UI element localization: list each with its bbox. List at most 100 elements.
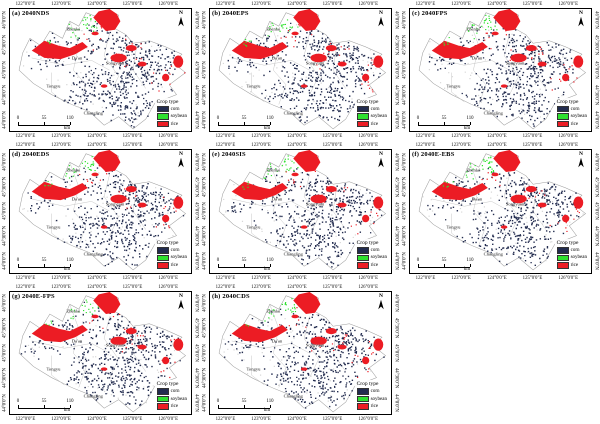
city-label: Zhenlai: [266, 308, 281, 314]
lat-tick-label: 45°30'0"N: [2, 176, 7, 197]
lat-tick-label: 46°0'0"N: [202, 294, 207, 312]
crop-map: [418, 150, 586, 271]
legend-label: soybean: [370, 255, 387, 261]
lat-tick-label: 45°30'0"N: [193, 35, 199, 56]
city-label: Songyuan: [305, 342, 325, 348]
city-label: Changling: [283, 251, 303, 257]
lon-tick-label: 124°0'0"E: [86, 275, 107, 281]
scale-bar-tick-label: 0: [216, 398, 220, 404]
lon-tick-label: 122°0'0"E: [215, 284, 236, 290]
scale-bar-labels: 0 55 110: [16, 398, 80, 405]
lat-tick-label: 45°0'0"N: [193, 202, 199, 221]
legend-items: corn soybean rice: [556, 247, 587, 269]
lon-tick-label: 126°0'0"E: [358, 275, 379, 281]
lon-tick-label: 124°0'0"E: [86, 284, 107, 290]
city-label: Changling: [483, 251, 503, 257]
legend-label: rice: [370, 121, 379, 127]
legend-row: rice: [556, 262, 587, 269]
scale-bar-line: [18, 263, 71, 268]
scale-bar-tick: [470, 122, 471, 126]
map-frame: (e) 2040SIS N Zhenlai Da'an Songyuan Tongyu…: [209, 149, 392, 274]
scale-bar-tick-label: 0: [16, 398, 20, 404]
lon-tick-label: 123°0'0"E: [451, 2, 471, 7]
scale-bar-line: [218, 404, 271, 409]
north-label: N: [579, 10, 583, 16]
legend-row: corn: [156, 247, 187, 254]
legend-title: Crop type: [156, 381, 179, 388]
lat-tick-label: 45°30'0"N: [393, 317, 399, 339]
lat-tick-label: 45°0'0"N: [393, 61, 399, 80]
scale-bar-tick: [270, 122, 271, 126]
lon-tick-label: 124°0'0"E: [286, 416, 307, 422]
scale-bar-unit: km: [264, 267, 271, 273]
scale-bar-tick-label: 55: [241, 257, 247, 263]
legend-label: soybean: [370, 396, 387, 402]
lat-tick-label: 44°30'0"N: [2, 367, 7, 388]
lon-tick-label: 122°0'0"E: [15, 134, 36, 140]
legend-label: corn: [170, 106, 180, 112]
lat-tick-label: 44°0'0"N: [202, 110, 207, 129]
scale-bar-tick-label: 55: [241, 116, 247, 122]
north-arrow-icon: [178, 158, 184, 168]
lat-axis-right: 46°0'0"N 45°30'0"N 45°0'0"N 44°30'0"N 44°0'0…: [192, 8, 200, 132]
lat-tick-label: 44°0'0"N: [2, 252, 7, 271]
crop-map: [218, 291, 386, 412]
scale-bar-tick: [70, 122, 71, 126]
legend-items: corn soybean rice: [156, 247, 187, 269]
crop-map: [18, 291, 186, 412]
legend-title: Crop type: [356, 240, 379, 247]
lat-tick-label: 44°30'0"N: [593, 226, 599, 247]
scale-bar-line: [418, 263, 471, 268]
legend-swatch-soybean: [356, 254, 369, 262]
lon-tick-label: 124°0'0"E: [286, 143, 307, 149]
city-label: Changling: [283, 393, 303, 399]
scale-bar-tick-label: 55: [41, 398, 47, 404]
lat-tick-label: 45°0'0"N: [193, 343, 199, 362]
city-label: Changling: [83, 110, 103, 116]
legend-label: corn: [370, 247, 380, 253]
lat-tick-label: 44°0'0"N: [593, 110, 599, 129]
lon-tick-label: 123°0'0"E: [451, 275, 471, 281]
lat-tick-label: 44°30'0"N: [202, 226, 207, 247]
legend-label: corn: [370, 106, 380, 112]
legend-swatch-soybean: [156, 395, 169, 403]
scale-bar-tick: [244, 122, 245, 126]
lat-tick-label: 44°0'0"N: [393, 393, 399, 412]
lat-tick-label: 46°0'0"N: [2, 294, 7, 312]
lat-axis-left: 46°0'0"N 45°30'0"N 45°0'0"N 44°30'0"N 44°0'0…: [0, 8, 9, 132]
lat-tick-label: 44°0'0"N: [593, 252, 599, 271]
city-label: Songyuan: [105, 60, 125, 66]
city-label: Tongyu: [46, 224, 61, 230]
lat-tick-label: 45°30'0"N: [393, 35, 399, 56]
scale-bar-tick: [218, 404, 219, 408]
city-label: Changling: [83, 393, 103, 399]
lon-tick-label: 124°0'0"E: [486, 275, 507, 281]
legend-items: corn soybean rice: [356, 105, 387, 128]
map-frame: (g) 2040E-FPS N Zhenlai Da'an Songyuan Tong…: [9, 290, 192, 415]
scale-bar-tick: [444, 122, 445, 126]
city-label: Zhenlai: [266, 167, 281, 173]
legend: Crop type corn soybean rice: [154, 380, 189, 412]
legend-label: corn: [170, 389, 180, 395]
lat-tick-label: 46°0'0"N: [402, 152, 407, 171]
city-label: Da'an: [271, 196, 283, 202]
lat-axis-right: 46°0'0"N 45°30'0"N 45°0'0"N 44°30'0"N 44°0'0…: [392, 8, 400, 132]
legend-row: soybean: [156, 254, 187, 262]
scale-bar-labels: 0 55 110: [17, 258, 80, 264]
lon-tick-label: 126°0'0"E: [358, 2, 379, 7]
north-label: N: [179, 292, 183, 299]
scale-bar-tick-label: 110: [266, 116, 274, 122]
lat-tick-label: 45°0'0"N: [593, 61, 599, 80]
lon-tick-label: 122°0'0"E: [215, 275, 236, 281]
lat-tick-label: 46°0'0"N: [402, 11, 407, 30]
legend-label: rice: [370, 404, 379, 410]
city-label: Da'an: [471, 55, 483, 61]
lon-tick-label: 123°0'0"E: [251, 284, 271, 290]
city-label: Songyuan: [105, 342, 125, 348]
legend-swatch-rice: [356, 403, 369, 410]
city-label: Songyuan: [505, 60, 525, 66]
north-arrow-icon: [378, 158, 384, 168]
lon-tick-label: 126°0'0"E: [558, 134, 579, 140]
north-arrow-icon: [178, 299, 184, 309]
legend-swatch-corn: [356, 105, 369, 113]
